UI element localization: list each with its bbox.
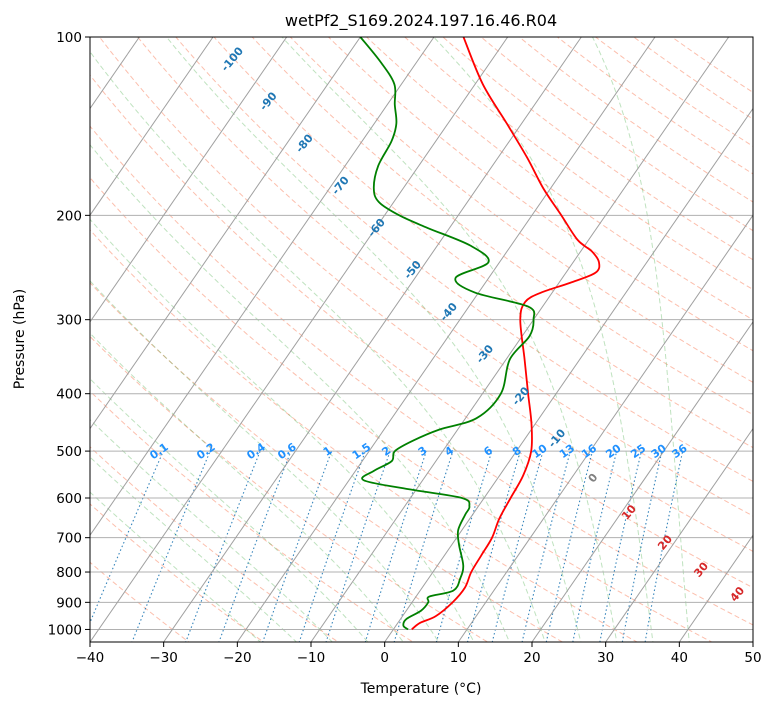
y-axis: 1000 900 800 700 600 500 400 300 200 100 [48,30,90,638]
dry-adiabat [90,503,265,642]
x-tick-label: 30 [597,650,614,666]
x-tick-label: 40 [671,650,688,666]
plot-area: 0.1 0.2 0.4 0.6 1 1.5 2 3 4 6 8 10 13 16 20 25 30 36-100-… [90,37,753,642]
dry-adiabat [632,37,753,120]
x-tick-label: −10 [297,650,326,666]
moist-adiabat [90,378,369,642]
y-tick-label: 800 [56,565,82,581]
dry-adiabat [251,37,753,416]
dry-adiabat [556,37,753,175]
dry-adiabat [137,37,753,517]
isotherms [90,37,753,642]
y-tick-label: 1000 [48,622,82,638]
dry-adiabat [90,335,489,642]
x-axis: −40 −30 −20 −10 0 10 20 30 40 50 [76,642,762,666]
dry-adiabat [175,37,753,482]
isotherm [531,321,753,642]
temperature-line [411,37,601,631]
y-tick-label: 700 [56,531,82,547]
y-tick-label: 200 [56,208,82,224]
y-tick-label: 500 [56,444,82,460]
moist-adiabat [90,218,475,642]
y-tick-label: 100 [56,30,82,46]
dry-adiabat [594,37,753,147]
y-tick-label: 900 [56,595,82,611]
dry-adiabat [90,125,753,626]
x-tick-label: −40 [76,650,105,666]
x-tick-label: 50 [744,650,761,666]
dry-adiabat [90,446,340,642]
isotherm [90,37,435,537]
x-axis-label: Temperature (°C) [360,681,482,697]
x-tick-label: 10 [450,650,467,666]
x-tick-label: −30 [149,650,178,666]
moist-adiabat [90,418,333,642]
dry-adiabat [98,37,753,552]
moist-adiabat [433,37,654,642]
dry-adiabat [90,390,414,642]
isotherm [163,37,582,642]
dry-adiabat [90,282,564,642]
dry-adiabat [90,176,713,642]
isotherm [457,214,753,642]
dry-adiabat [90,74,753,589]
dry-adiabat [327,37,753,352]
series-lines [359,37,601,631]
isotherm [90,37,288,323]
plot-frame [89,36,754,643]
dry-adiabat [404,37,753,291]
chart-title: wetPf2_S169.2024.197.16.46.R04 [285,11,557,31]
dry-adiabats [90,37,753,642]
grid [90,37,753,630]
x-tick-label: −20 [223,650,252,666]
isotherm [310,37,730,642]
y-tick-label: 400 [56,387,82,403]
isotherm [236,37,656,642]
y-tick-label: 300 [56,313,82,329]
isotherm [384,107,753,642]
moist-adiabat [281,37,618,642]
isotherm [90,37,361,430]
y-axis-label: Pressure (hPa) [12,289,28,389]
isotherm [605,427,753,642]
isotherm [90,37,509,642]
dry-adiabat [213,37,753,449]
x-tick-label: 20 [523,650,540,666]
isotherm [678,534,753,642]
dry-adiabat [289,37,753,383]
dewpoint-line [359,37,536,631]
dry-adiabat [365,37,753,321]
x-tick-label: 0 [380,650,389,666]
y-tick-label: 600 [56,491,82,507]
isotherm [90,37,214,217]
dry-adiabat [518,37,753,203]
